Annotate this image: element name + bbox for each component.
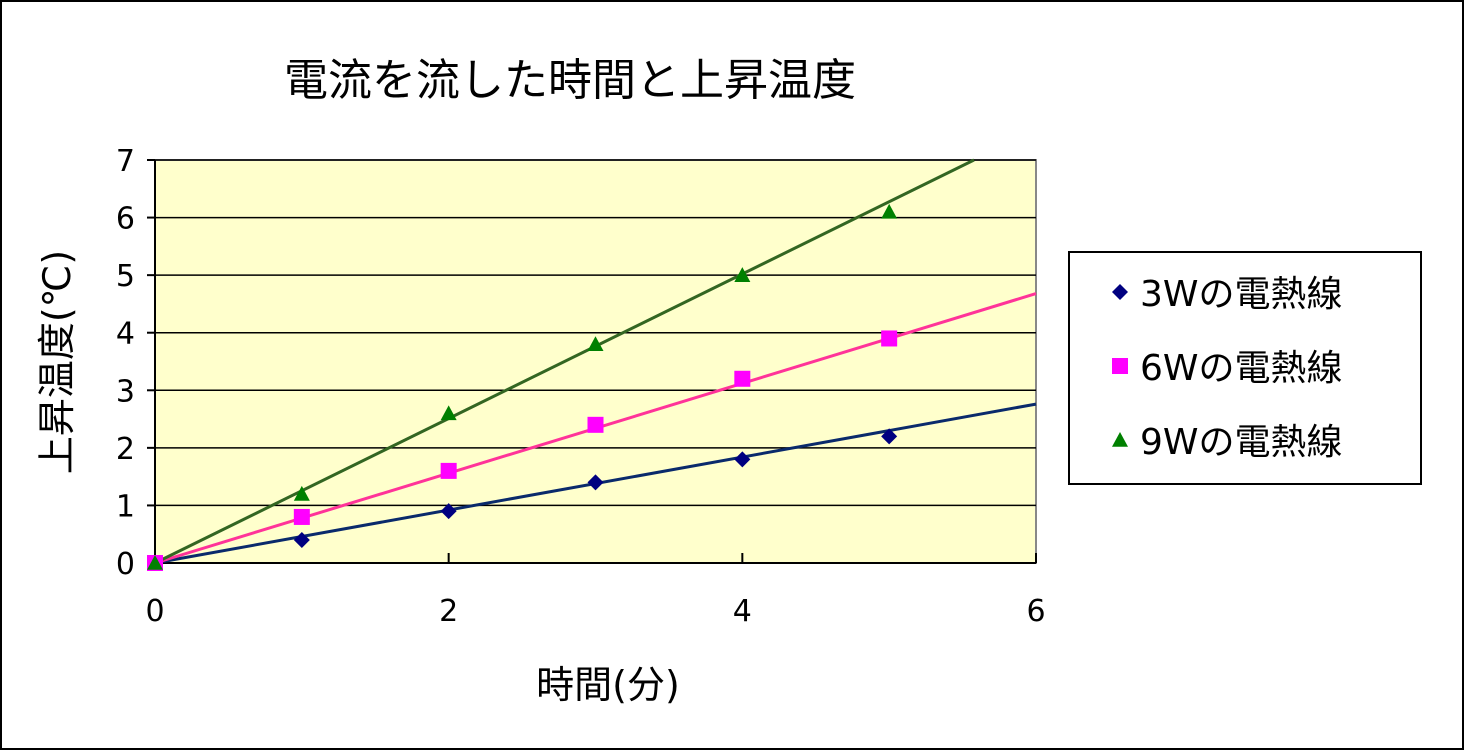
legend-marker (1112, 432, 1128, 447)
y-tick-label: 5 (116, 259, 135, 294)
legend-label: 3Wの電熱線 (1140, 274, 1343, 315)
data-point (881, 203, 898, 219)
data-point (147, 555, 163, 570)
x-tick-label: 2 (439, 594, 458, 629)
x-ticks: 0 2 4 6 (145, 553, 1046, 629)
data-point (293, 508, 310, 525)
y-tick-label: 7 (116, 144, 135, 179)
data-point (587, 336, 604, 352)
trendline (154, 158, 975, 565)
y-tick-label: 6 (116, 202, 135, 237)
data-point (440, 462, 457, 479)
chart-title: 電流を流した時間と上昇温度 (284, 55, 856, 106)
plot-area (154, 159, 1037, 564)
y-tick-label: 3 (116, 374, 135, 409)
data-point (734, 370, 751, 387)
y-axis-title: 上昇温度(℃) (35, 250, 79, 474)
legend-label: 6Wの電熱線 (1140, 348, 1343, 389)
data-point (293, 531, 310, 548)
y-ticks: 0 1 2 3 4 5 6 7 (116, 144, 155, 582)
x-tick-label: 6 (1026, 594, 1045, 629)
legend: 3Wの電熱線 6Wの電熱線 9Wの電熱線 (1068, 251, 1422, 485)
axes (154, 160, 1036, 564)
data-points (147, 203, 898, 571)
data-point (734, 451, 751, 468)
data-point (587, 416, 604, 433)
data-point (881, 330, 898, 347)
data-point (440, 405, 457, 421)
y-tick-label: 0 (116, 547, 135, 582)
x-tick-label: 4 (733, 594, 752, 629)
x-axis-title: 時間(分) (536, 663, 680, 707)
data-point (587, 474, 604, 491)
data-point (293, 485, 310, 501)
data-point (734, 267, 751, 282)
legend-label: 9Wの電熱線 (1140, 422, 1343, 463)
legend-marker (1112, 284, 1128, 300)
data-point (881, 428, 898, 445)
y-tick-label: 2 (116, 432, 135, 467)
legend-marker (1112, 358, 1128, 374)
x-tick-label: 0 (145, 594, 164, 629)
y-tick-label: 1 (116, 489, 135, 524)
data-point (440, 503, 457, 520)
y-tick-label: 4 (116, 317, 135, 352)
